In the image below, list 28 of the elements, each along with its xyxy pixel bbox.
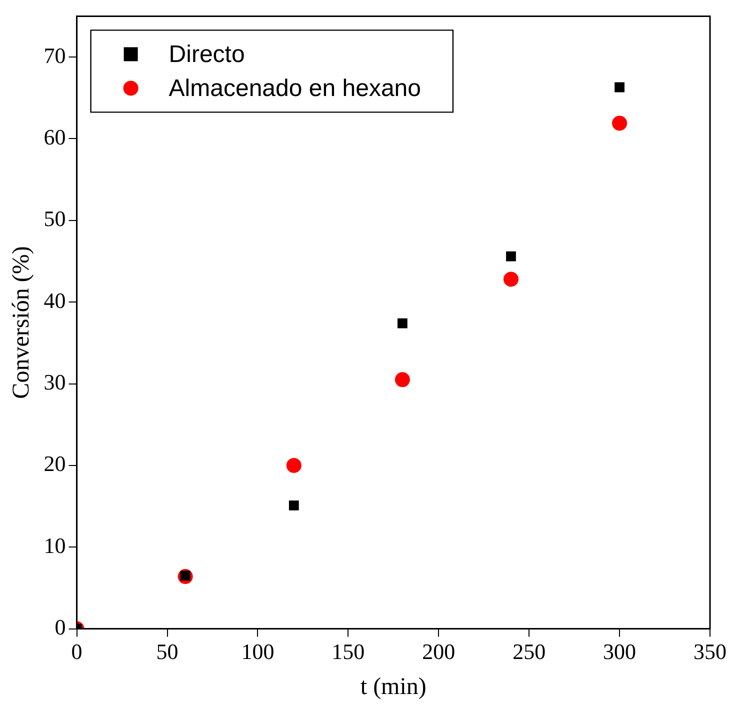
y-axis-title: Conversión (%) [8,246,35,399]
point [394,372,410,388]
point [503,272,518,287]
point [288,500,299,510]
x-axis-title: t (min) [360,674,426,700]
y-tick-label: 10 [44,532,66,558]
x-tick-label: 50 [156,638,178,664]
y-tick-label: 70 [44,42,66,68]
point [506,251,516,262]
y-tick-label: 0 [54,614,66,640]
x-tick-label: 100 [241,638,274,664]
y-tick-label: 20 [44,451,66,476]
point [612,116,628,131]
legend-label: Almacenado en hexano [168,74,421,102]
x-tick-label: 250 [512,638,546,664]
point [286,458,302,473]
x-tick-label: 300 [603,638,636,664]
point [614,82,624,92]
x-tick-label: 350 [694,638,726,664]
x-tick-label: 150 [332,638,365,664]
y-tick-label: 50 [44,206,66,232]
x-tick-label: 200 [422,638,456,664]
y-tick-label: 30 [44,370,66,395]
y-tick-label: 40 [44,288,66,313]
x-tick-label: 0 [71,638,82,664]
y-tick-label: 60 [44,124,66,150]
point [397,318,408,328]
legend-label: Directo [168,40,245,68]
